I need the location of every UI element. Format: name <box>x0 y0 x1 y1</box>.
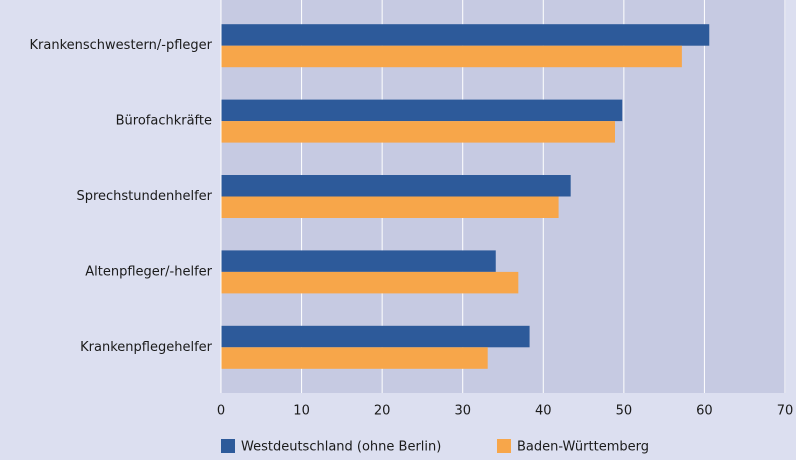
x-tick-label: 50 <box>616 404 633 419</box>
bar <box>221 175 571 197</box>
x-tick-label: 40 <box>535 404 552 419</box>
legend-label: Westdeutschland (ohne Berlin) <box>241 440 441 455</box>
y-tick-label: Bürofachkräfte <box>116 114 212 129</box>
legend-swatch <box>497 439 511 453</box>
x-tick-label: 10 <box>293 404 310 419</box>
x-tick-label: 60 <box>696 404 713 419</box>
y-tick-label: Krankenschwestern/-pfleger <box>30 38 213 53</box>
bar <box>221 250 496 272</box>
y-tick-label: Altenpfleger/-helfer <box>85 264 212 279</box>
bar <box>221 347 488 369</box>
bar <box>221 45 682 68</box>
y-tick-label: Sprechstundenhelfer <box>76 189 212 204</box>
x-tick-label: 20 <box>374 404 391 419</box>
x-tick-label: 30 <box>454 404 471 419</box>
y-tick-label: Krankenpflegehelfer <box>80 340 212 355</box>
x-tick-label: 0 <box>217 404 225 419</box>
legend-swatch <box>221 439 235 453</box>
bar <box>221 121 615 143</box>
x-tick-label: 70 <box>777 404 794 419</box>
legend-label: Baden-Württemberg <box>517 440 649 455</box>
bar <box>221 196 559 218</box>
bar <box>221 325 530 348</box>
bar <box>221 99 623 122</box>
bar <box>221 271 519 294</box>
bar <box>221 24 710 46</box>
